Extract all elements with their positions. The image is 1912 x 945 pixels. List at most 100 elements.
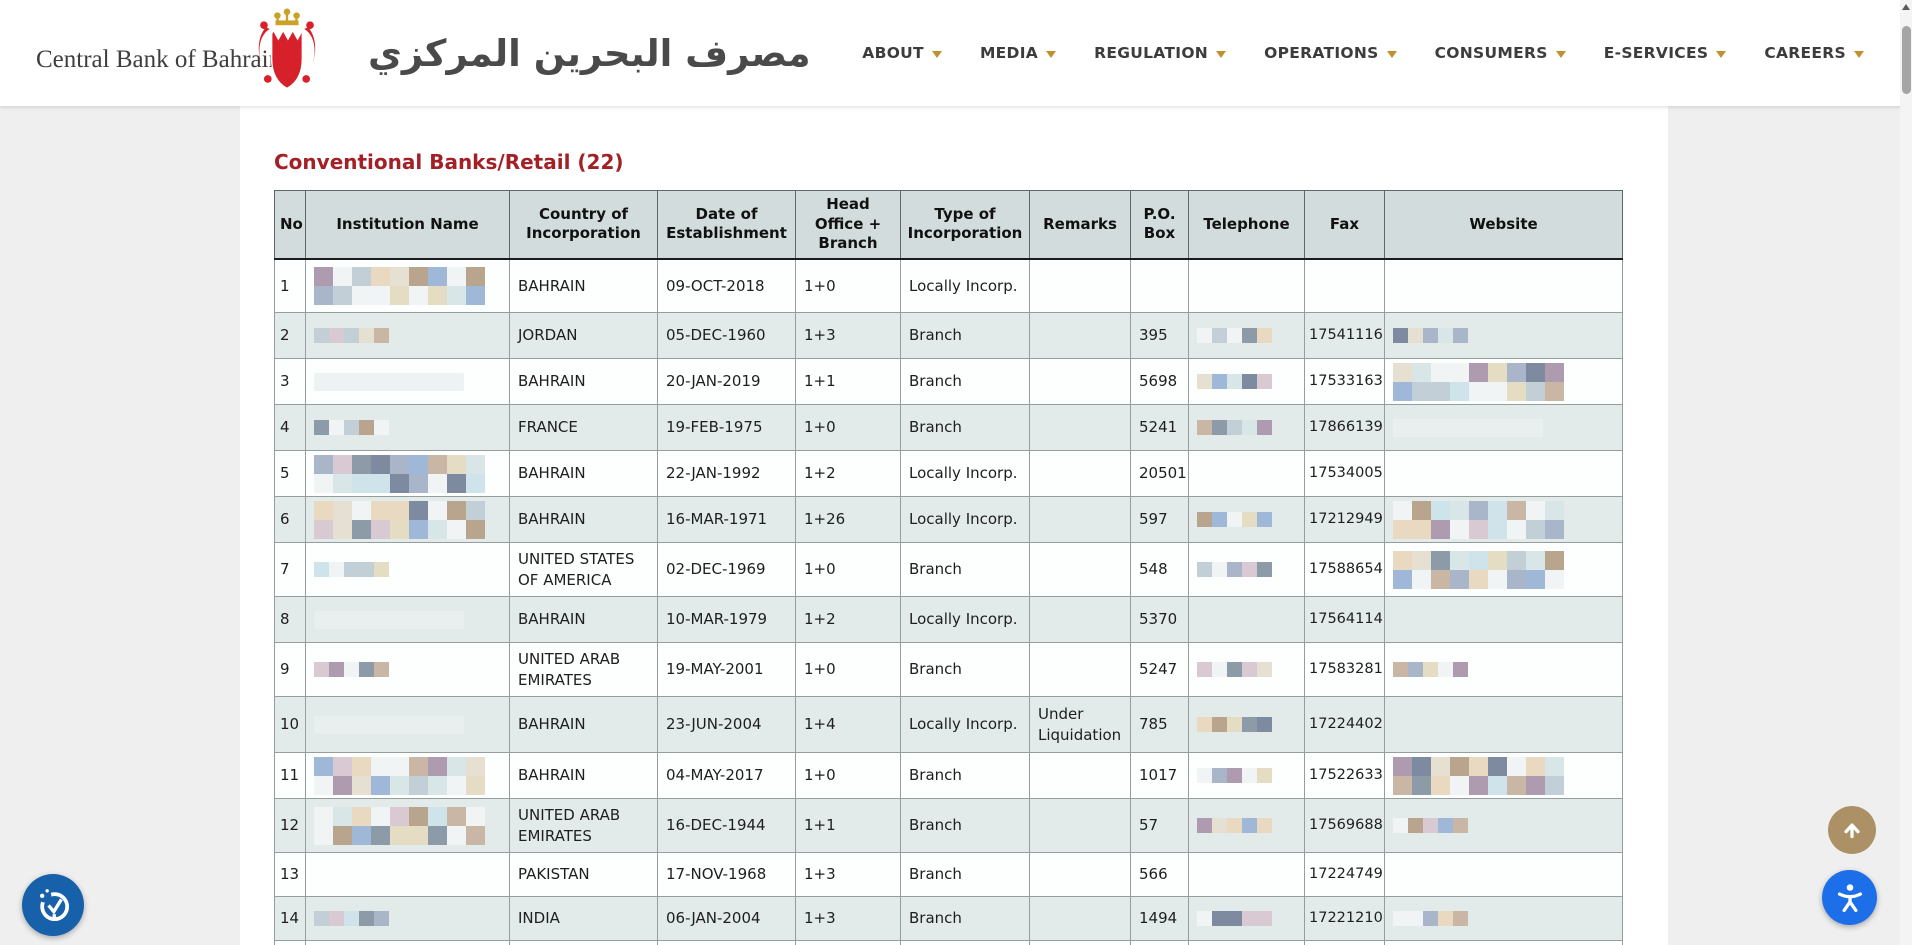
content-panel: Conventional Banks/Retail (22) No Instit…: [240, 106, 1668, 945]
cell-fax: 17564114: [1304, 596, 1385, 643]
cell-date: 20-JAN-2019: [657, 358, 796, 405]
table-row: 14 INDIA 06-JAN-2004 1+3 Branch 1494 17221210: [274, 896, 1623, 941]
redacted-telephone: [1197, 818, 1272, 833]
nav-item-media[interactable]: MEDIA: [979, 44, 1057, 62]
cell-date: 16-MAR-1971: [657, 496, 796, 543]
cell-remarks: Under Liquidation: [1029, 696, 1131, 753]
cell-type: Branch: [900, 852, 1030, 897]
cell-country: PAKISTAN: [509, 852, 658, 897]
cell-remarks: [1029, 450, 1131, 497]
chevron-down-icon: [1716, 50, 1727, 58]
cell-website: [1384, 312, 1623, 359]
bahrain-coat-of-arms-logo[interactable]: [248, 6, 326, 106]
cell-po-box: 785: [1130, 696, 1189, 753]
cell-type: Branch: [900, 798, 1030, 853]
cell-remarks: [1029, 358, 1131, 405]
cell-institution-name: [305, 358, 510, 405]
scrollbar-thumb[interactable]: [1902, 26, 1911, 94]
table-row: 10 BAHRAIN 23-JUN-2004 1+4 Locally Incorp. Un…: [274, 696, 1623, 753]
chevron-down-icon: [1854, 50, 1864, 58]
cell-type: Branch: [900, 940, 1030, 945]
cell-po-box: 566: [1130, 852, 1189, 897]
cell-remarks: [1029, 404, 1131, 451]
cell-date: 09-OCT-2018: [657, 258, 796, 313]
cell-po-box: 20501: [1130, 450, 1189, 497]
table-row: 13 PAKISTAN 17-NOV-1968 1+3 Branch 566 1722474…: [274, 852, 1623, 897]
table-row: 4 FRANCE 19-FEB-1975 1+0 Branch 5241 17866139: [274, 404, 1623, 451]
cell-website: [1384, 896, 1623, 941]
site-header: Central Bank of Bahrain مصرف البحرين الم…: [0, 0, 1912, 106]
cell-no: 3: [274, 358, 306, 405]
redacted-telephone: [1197, 328, 1272, 343]
cell-type: Branch: [900, 752, 1030, 799]
col-no: No: [274, 190, 306, 260]
cell-country: JORDAN: [509, 312, 658, 359]
nav-item-e-services[interactable]: E-SERVICES: [1604, 44, 1727, 62]
cookie-check-icon: [38, 889, 70, 922]
nav-item-operations[interactable]: OPERATIONS: [1264, 44, 1397, 62]
redacted-institution-name: [314, 500, 485, 539]
cell-date: 19-FEB-1975: [657, 404, 796, 451]
cell-remarks: [1029, 596, 1131, 643]
cell-website: [1384, 450, 1623, 497]
redacted-website: [1393, 911, 1468, 926]
redacted-website: [1393, 662, 1468, 677]
cell-institution-name: [305, 312, 510, 359]
cell-no: 13: [274, 852, 306, 897]
cell-type: Locally Incorp.: [900, 696, 1030, 753]
cell-no: 1: [274, 258, 306, 313]
redacted-institution-name: [314, 420, 389, 435]
nav-item-consumers[interactable]: CONSUMERS: [1435, 44, 1566, 62]
cell-po-box: 57: [1130, 798, 1189, 853]
cell-head-office-branch: 1+1: [795, 940, 901, 945]
cell-head-office-branch: 1+2: [795, 596, 901, 643]
scroll-to-top-button[interactable]: [1828, 806, 1876, 854]
cell-po-box: 1017: [1130, 752, 1189, 799]
cell-institution-name: [305, 596, 510, 643]
cell-head-office-branch: 1+1: [795, 798, 901, 853]
cell-no: 12: [274, 798, 306, 853]
redacted-website: [1393, 418, 1543, 437]
cell-country: BAHRAIN: [509, 258, 658, 313]
nav-item-label: E-SERVICES: [1603, 44, 1709, 62]
nav-item-careers[interactable]: CAREERS: [1764, 44, 1864, 62]
cell-fax: 17533163: [1304, 358, 1385, 405]
cookie-consent-button[interactable]: [22, 874, 84, 936]
cell-no: 14: [274, 896, 306, 941]
table-row: 11 BAHRAIN 04-MAY-2017 1+0 Branch 1017 1752263…: [274, 752, 1623, 799]
cell-fax: 17522633: [1304, 752, 1385, 799]
page-scrollbar[interactable]: [1900, 0, 1912, 945]
cell-date: 22-JAN-1992: [657, 450, 796, 497]
cell-country: BAHRAIN: [509, 596, 658, 643]
accessibility-widget-button[interactable]: [1822, 870, 1877, 925]
redacted-website: [1393, 328, 1468, 343]
nav-item-label: MEDIA: [979, 44, 1039, 62]
cell-date: 23-JUN-2004: [657, 696, 796, 753]
arrow-up-icon: [1844, 823, 1860, 839]
scrollbar-up-arrow-icon[interactable]: [1902, 4, 1910, 10]
cell-country: BAHRAIN: [509, 696, 658, 753]
cell-no: 6: [274, 496, 306, 543]
cell-remarks: [1029, 798, 1131, 853]
cell-po-box: 5370: [1130, 596, 1189, 643]
cell-fax: [1304, 258, 1385, 313]
redacted-telephone: [1197, 911, 1272, 926]
redacted-institution-name: [314, 562, 389, 577]
cell-type: Locally Incorp.: [900, 450, 1030, 497]
brand-name[interactable]: Central Bank of Bahrain: [36, 46, 282, 73]
nav-item-regulation[interactable]: REGULATION: [1094, 44, 1227, 62]
col-date: Date of Establishment: [657, 190, 796, 260]
cell-website: [1384, 696, 1623, 753]
cell-po-box: 1320: [1130, 940, 1189, 945]
table-row: 9 UNITED ARAB EMIRATES 19-MAY-2001 1+0 Branc…: [274, 642, 1623, 697]
cell-website: [1384, 852, 1623, 897]
redacted-website: [1393, 362, 1564, 401]
nav-item-about[interactable]: ABOUT: [862, 44, 942, 62]
page-title: Conventional Banks/Retail (22): [274, 150, 624, 174]
cell-no: 9: [274, 642, 306, 697]
cell-country: BAHRAIN: [509, 752, 658, 799]
cell-fax: 17583281: [1304, 642, 1385, 697]
accessibility-person-icon: [1837, 883, 1862, 912]
cell-country: BAHRAIN: [509, 496, 658, 543]
cell-country: UNITED ARAB EMIRATES: [509, 798, 658, 853]
